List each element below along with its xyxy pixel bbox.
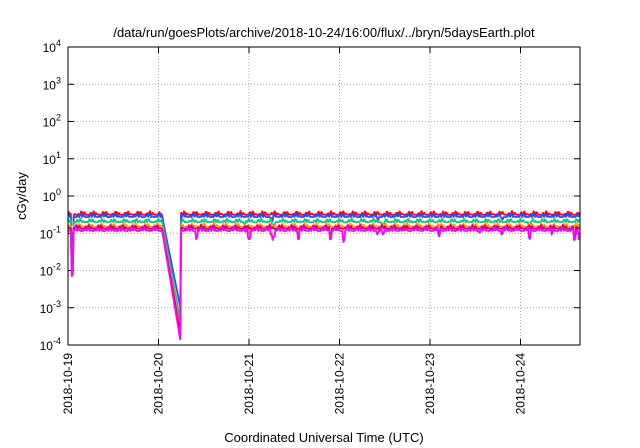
grid-lines <box>67 46 580 346</box>
y-tick-label: 101 <box>43 150 61 167</box>
x-tick-label: 2018-10-24 <box>514 353 528 415</box>
y-tick-label: 103 <box>43 75 61 92</box>
y-tick-label: 102 <box>43 113 61 130</box>
x-axis-label: Coordinated Universal Time (UTC) <box>224 430 423 445</box>
series-line-1 <box>67 210 581 337</box>
y-tick-label: 10-2 <box>40 262 61 279</box>
x-tick-label: 2018-10-23 <box>423 353 437 415</box>
x-tick-label: 2018-10-20 <box>152 353 166 415</box>
series-line-2 <box>67 212 581 308</box>
y-tick-label: 104 <box>43 38 61 55</box>
series-line-3 <box>67 217 580 321</box>
series-line-5 <box>67 224 581 334</box>
y-tick-label: 10-1 <box>40 224 61 241</box>
x-tick-label: 2018-10-19 <box>61 353 75 415</box>
chart-title: /data/run/goesPlots/archive/2018-10-24/1… <box>113 25 535 40</box>
series-line-6 <box>67 226 580 341</box>
y-tick-label: 100 <box>43 187 61 204</box>
series-group <box>67 210 581 341</box>
series-line-4 <box>67 222 581 330</box>
y-tick-label: 10-4 <box>40 336 61 353</box>
plot-frame <box>67 46 581 346</box>
y-tick-label: 10-3 <box>40 299 61 316</box>
x-tick-label: 2018-10-21 <box>242 353 256 415</box>
x-tick-labels: 2018-10-19 2018-10-20 2018-10-21 2018-10-22… <box>61 353 528 415</box>
y-tick-labels: 10-4 10-3 10-2 10-1 100 101 102 103 104 <box>40 38 61 353</box>
x-tick-label: 2018-10-22 <box>333 353 347 415</box>
y-axis-label: cGy/day <box>14 172 29 220</box>
